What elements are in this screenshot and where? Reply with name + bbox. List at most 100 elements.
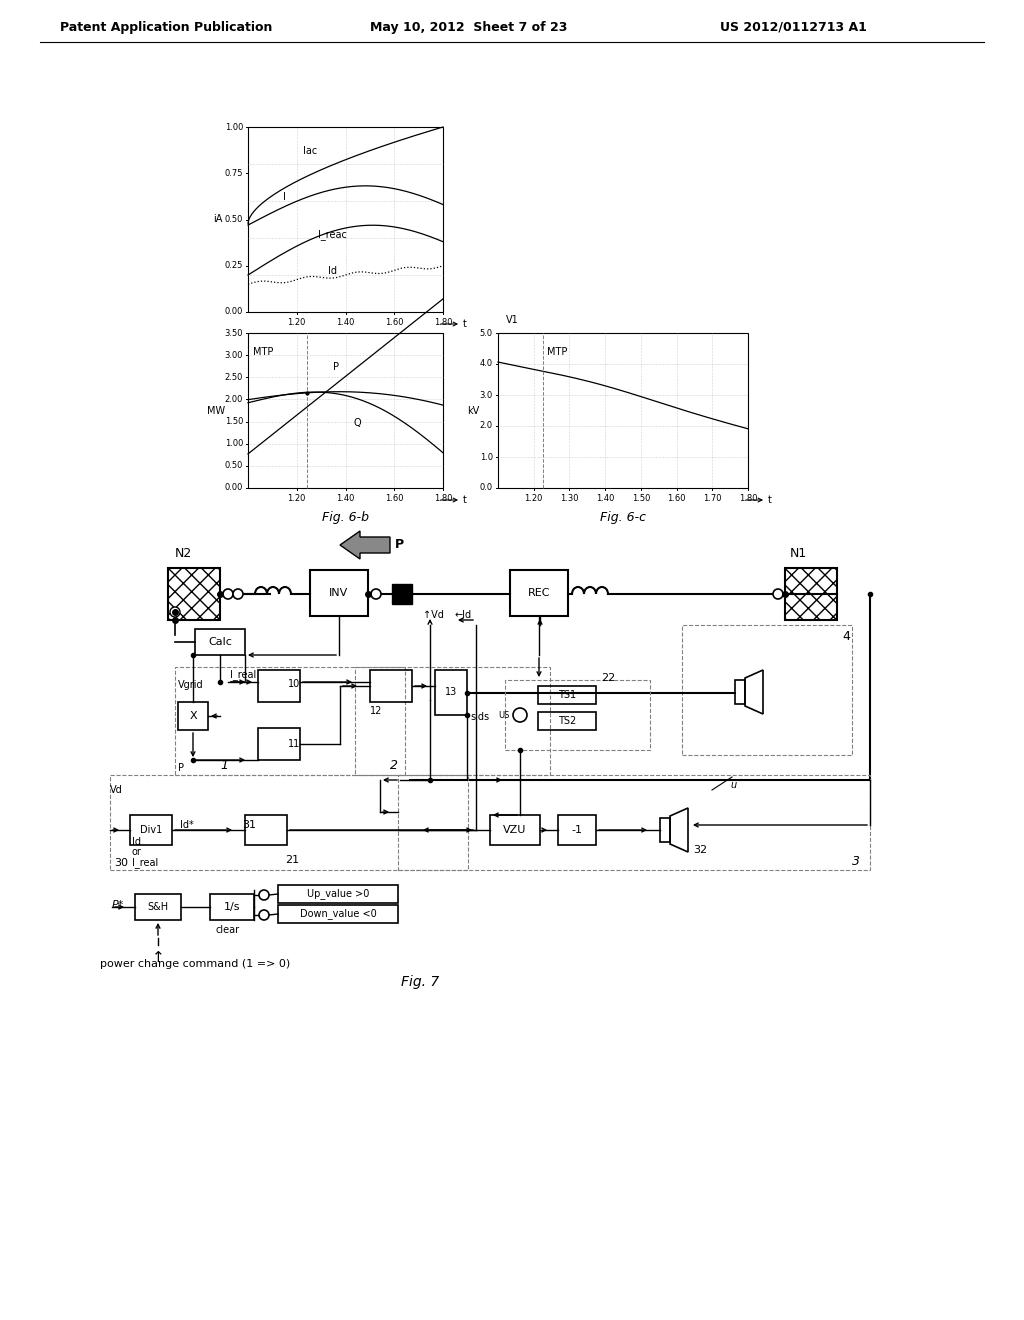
Text: Id: Id — [132, 837, 141, 847]
Text: Up_value >0: Up_value >0 — [307, 888, 370, 899]
Text: 4: 4 — [842, 630, 850, 643]
Text: kV: kV — [467, 405, 479, 416]
Text: 3: 3 — [852, 855, 860, 869]
Bar — [735, 680, 745, 704]
Text: 1.60: 1.60 — [385, 494, 403, 503]
Text: clear: clear — [215, 925, 240, 935]
Text: 1/s: 1/s — [224, 902, 241, 912]
Text: V1: V1 — [506, 315, 519, 325]
Text: Id*: Id* — [180, 820, 194, 830]
Text: 11: 11 — [288, 739, 300, 748]
Text: 3.00: 3.00 — [224, 351, 243, 359]
Text: 32: 32 — [693, 845, 708, 855]
Text: Down_value <0: Down_value <0 — [300, 908, 377, 920]
Bar — [245, 814, 287, 845]
Text: P: P — [178, 763, 184, 774]
Bar — [490, 814, 540, 845]
Bar — [785, 568, 837, 620]
Text: 0.50: 0.50 — [224, 215, 243, 224]
Text: 5.0: 5.0 — [480, 329, 493, 338]
Bar — [175, 667, 406, 775]
Text: REC: REC — [527, 587, 550, 598]
Bar — [392, 583, 412, 605]
Text: ←Id: ←Id — [455, 610, 472, 620]
Circle shape — [773, 589, 783, 599]
Bar — [168, 568, 220, 620]
Circle shape — [223, 589, 233, 599]
Text: Patent Application Publication: Patent Application Publication — [60, 21, 272, 33]
Text: ↑Vd: ↑Vd — [423, 610, 443, 620]
Bar — [660, 818, 670, 842]
Text: t: t — [463, 495, 467, 506]
Text: I_real: I_real — [230, 669, 256, 680]
Text: MTP: MTP — [547, 347, 567, 356]
Text: Vd: Vd — [110, 785, 123, 795]
Bar — [355, 667, 550, 775]
Text: 0.75: 0.75 — [224, 169, 243, 178]
Text: 13: 13 — [444, 686, 457, 697]
Text: I_real: I_real — [132, 857, 159, 869]
Text: 1: 1 — [220, 759, 228, 772]
Text: 1.60: 1.60 — [668, 494, 686, 503]
Text: VZU: VZU — [504, 825, 526, 836]
Text: N1: N1 — [790, 546, 807, 560]
Text: 12: 12 — [370, 706, 382, 715]
Bar — [130, 814, 172, 845]
Polygon shape — [340, 531, 390, 558]
Text: 0.25: 0.25 — [224, 261, 243, 271]
Text: Id: Id — [328, 267, 337, 276]
Circle shape — [259, 909, 269, 920]
Text: 3.0: 3.0 — [480, 391, 493, 400]
Text: power change command (1 => 0): power change command (1 => 0) — [100, 960, 290, 969]
Text: Vgrid: Vgrid — [178, 680, 204, 690]
Bar — [538, 686, 596, 704]
Text: P: P — [395, 539, 404, 552]
Bar — [498, 333, 748, 488]
Text: N2: N2 — [175, 546, 193, 560]
Text: Calc: Calc — [208, 638, 232, 647]
Text: -1: -1 — [571, 825, 583, 836]
Text: 0.50: 0.50 — [224, 462, 243, 470]
Text: 1.60: 1.60 — [385, 318, 403, 327]
Text: 3.50: 3.50 — [224, 329, 243, 338]
Bar — [210, 894, 254, 920]
Text: or: or — [132, 847, 142, 857]
Text: 1.40: 1.40 — [336, 318, 354, 327]
Text: t: t — [463, 319, 467, 329]
Text: 0.00: 0.00 — [224, 308, 243, 317]
Text: 1.00: 1.00 — [224, 123, 243, 132]
Text: US 2012/0112713 A1: US 2012/0112713 A1 — [720, 21, 867, 33]
Bar — [682, 624, 852, 755]
Bar — [398, 775, 870, 870]
Bar — [195, 630, 245, 655]
Text: 1.50: 1.50 — [632, 494, 650, 503]
Text: 31: 31 — [242, 820, 256, 830]
Text: 2.50: 2.50 — [224, 372, 243, 381]
Text: P*: P* — [112, 900, 124, 909]
Text: 1.40: 1.40 — [336, 494, 354, 503]
Circle shape — [259, 890, 269, 900]
Circle shape — [233, 589, 243, 599]
Text: 21: 21 — [285, 855, 299, 865]
Text: 1.80: 1.80 — [434, 494, 453, 503]
Bar — [370, 671, 412, 702]
Text: May 10, 2012  Sheet 7 of 23: May 10, 2012 Sheet 7 of 23 — [370, 21, 567, 33]
Text: Div1: Div1 — [140, 825, 162, 836]
Text: 2.00: 2.00 — [224, 395, 243, 404]
Text: 1.40: 1.40 — [596, 494, 614, 503]
Bar — [278, 884, 398, 903]
Text: u: u — [730, 780, 736, 789]
Circle shape — [170, 607, 180, 616]
Text: 1.00: 1.00 — [224, 440, 243, 449]
Bar — [248, 127, 443, 312]
Text: 2: 2 — [390, 759, 398, 772]
Text: TS2: TS2 — [558, 715, 577, 726]
Text: I_reac: I_reac — [318, 228, 347, 240]
Text: MTP: MTP — [253, 347, 273, 356]
Bar — [135, 894, 181, 920]
Text: Fig. 6-c: Fig. 6-c — [600, 511, 646, 524]
Text: 1.30: 1.30 — [560, 494, 579, 503]
Text: 1.20: 1.20 — [288, 318, 306, 327]
Bar — [110, 775, 468, 870]
Text: 30: 30 — [114, 858, 128, 869]
